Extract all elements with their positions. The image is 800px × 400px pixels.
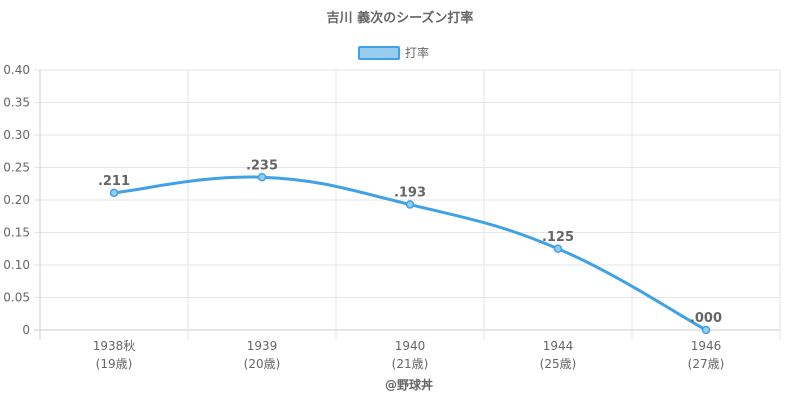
x-axis: 1938秋 (19歳) 1939 (20歳) 1940 (21歳) 1944 (25歳) 194… (93, 339, 725, 371)
data-point[interactable] (109, 188, 119, 198)
data-label: .125 (542, 230, 574, 245)
x-tick-label: 1944 (543, 339, 574, 353)
x-tick-label: 1940 (395, 339, 426, 353)
grid (34, 69, 781, 340)
y-tick-label: 0.05 (3, 291, 30, 305)
x-tick-label: 1946 (691, 339, 722, 353)
y-tick-label: 0 (22, 323, 30, 337)
y-tick-label: 0.15 (3, 226, 30, 240)
legend-swatch (358, 46, 400, 60)
x-tick-sublabel: (19歳) (96, 357, 133, 371)
data-label: .193 (394, 186, 426, 201)
chart-title: 吉川 義次のシーズン打率 (327, 10, 474, 26)
chart-credit: @野球丼 (385, 377, 433, 392)
y-tick-label: 0.25 (3, 161, 30, 175)
legend-label: 打率 (405, 45, 429, 60)
x-tick-sublabel: (21歳) (392, 357, 429, 371)
data-point[interactable] (257, 173, 267, 182)
legend[interactable]: 打率 (358, 45, 429, 60)
y-tick-label: 0.35 (3, 96, 30, 110)
data-point[interactable] (553, 244, 563, 253)
points-layer (109, 173, 711, 335)
y-tick-label: 0.20 (3, 193, 30, 207)
y-axis: 0 0.05 0.10 0.15 0.20 0.25 0.30 0.35 0.40 (3, 63, 30, 337)
y-tick-label: 0.10 (3, 258, 30, 272)
x-tick-sublabel: (27歳) (688, 357, 725, 371)
x-tick-sublabel: (25歳) (540, 357, 577, 371)
data-label: .000 (690, 311, 722, 326)
y-tick-label: 0.40 (3, 63, 30, 77)
data-labels: .211 .235 .193 .125 .000 (98, 158, 722, 326)
data-label: .235 (246, 158, 278, 173)
y-tick-label: 0.30 (3, 128, 30, 142)
x-tick-label: 1939 (247, 339, 278, 353)
x-tick-sublabel: (20歳) (244, 357, 281, 371)
data-point[interactable] (701, 325, 711, 335)
data-label: .211 (98, 174, 130, 189)
data-point[interactable] (405, 200, 415, 209)
x-tick-label: 1938秋 (93, 339, 136, 353)
